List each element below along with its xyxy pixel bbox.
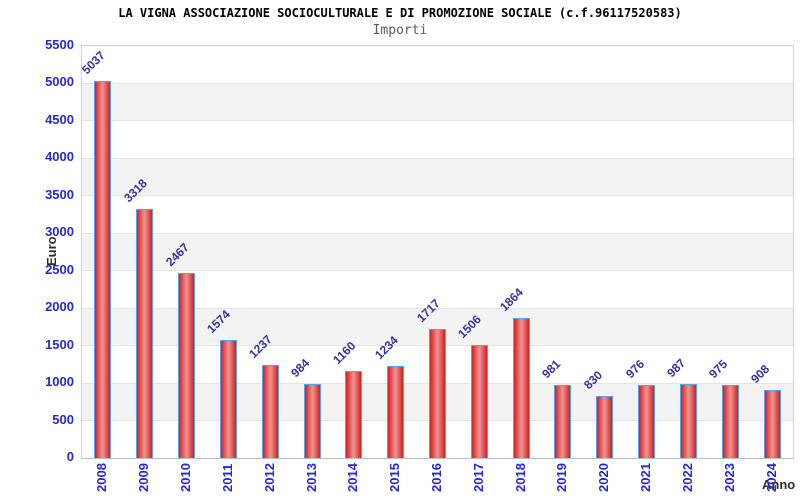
y-tick-label: 1500 — [45, 336, 74, 352]
bar — [554, 384, 572, 458]
y-tick-label: 2500 — [45, 261, 74, 277]
x-tick-label: 2021 — [638, 463, 654, 492]
x-axis-title: Anno — [762, 477, 796, 492]
bar — [178, 273, 196, 458]
bar — [387, 365, 405, 458]
x-tick-label: 2012 — [261, 463, 277, 492]
x-tick-label: 2019 — [554, 463, 570, 492]
grid-line — [82, 82, 793, 84]
grid-line — [82, 270, 793, 272]
x-tick-label: 2008 — [94, 463, 110, 492]
y-tick-label: 3500 — [45, 186, 74, 202]
x-tick-label: 2016 — [429, 463, 444, 492]
bar — [721, 384, 739, 458]
plot-area: 5037 3318 2467 1574 1237 984 1160 1234 1717 1506 1… — [79, 45, 794, 459]
y-tick-label: 0 — [66, 449, 74, 464]
grid-band — [82, 158, 793, 196]
grid-line — [82, 195, 793, 197]
x-tick-label: 2015 — [387, 463, 403, 492]
bar — [345, 371, 363, 458]
x-tick-label: 2013 — [303, 463, 319, 492]
chart-title: LA VIGNA ASSOCIAZIONE SOCIOCULTURALE E D… — [118, 6, 682, 20]
chart-subtitle: Importi — [372, 23, 428, 38]
grid-line — [82, 120, 793, 122]
grid-band — [82, 233, 793, 271]
grid-band — [82, 195, 793, 234]
grid-band — [82, 270, 793, 309]
x-tick-label: 2024 — [763, 463, 779, 492]
x-tick-label: 2018 — [512, 463, 528, 492]
y-tick-label: 5000 — [45, 74, 74, 90]
y-tick-label: 2000 — [45, 299, 74, 315]
y-tick-label: 4500 — [45, 111, 74, 127]
grid-line — [82, 232, 793, 234]
y-tick-label: 5500 — [45, 37, 74, 52]
grid-line — [82, 307, 793, 309]
bar — [429, 329, 446, 458]
bar — [763, 389, 781, 458]
bar — [136, 209, 154, 458]
x-tick-label: 2023 — [721, 463, 737, 492]
bar — [470, 345, 488, 458]
y-tick-label: 4000 — [45, 149, 74, 165]
x-tick-label: 2010 — [178, 463, 194, 492]
bar — [219, 340, 237, 458]
grid-band — [82, 120, 793, 159]
bar — [679, 384, 697, 458]
x-tick-label: 2020 — [596, 463, 612, 492]
grid-band — [82, 46, 793, 84]
grid-band — [82, 83, 793, 121]
grid-line — [82, 157, 793, 159]
bar — [596, 395, 614, 458]
y-tick-label: 1000 — [45, 374, 74, 390]
y-tick-label: 3000 — [45, 224, 74, 240]
bar — [303, 384, 321, 458]
y-tick-label: 500 — [52, 411, 74, 427]
x-tick-label: 2009 — [136, 463, 152, 492]
bar — [638, 384, 656, 458]
x-tick-label: 2011 — [219, 463, 235, 492]
bar — [261, 365, 279, 458]
x-tick-label: 2017 — [470, 463, 486, 492]
x-tick-label: 2022 — [679, 463, 695, 492]
bar — [512, 318, 530, 458]
bar — [94, 80, 112, 458]
x-tick-label: 2014 — [345, 463, 361, 492]
